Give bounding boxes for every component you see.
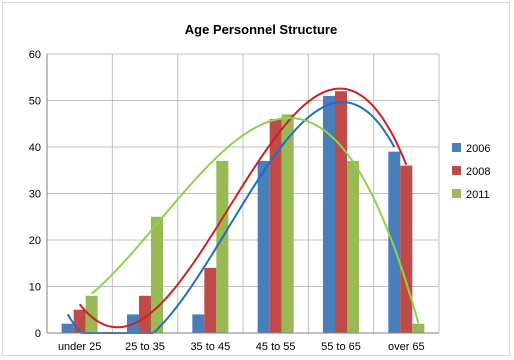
axis-layer: 0 10 20 30 40 50 60 under 25 25 to 35 35 to 45 45 …: [29, 49, 439, 353]
y-tick-label: 0: [35, 328, 41, 340]
x-tick-label: 45 to 55: [256, 341, 296, 353]
bar-2006: [388, 151, 401, 333]
bar-2008: [335, 91, 347, 333]
legend-swatch-2011: [452, 189, 461, 198]
y-tick-label: 20: [29, 235, 41, 247]
x-tick-label: 25 to 35: [125, 341, 165, 353]
legend-swatch-2008: [452, 166, 461, 175]
bar-2006: [192, 314, 205, 333]
bar-2006: [257, 160, 270, 333]
bar-2008: [269, 119, 282, 333]
x-tick-label: under 25: [58, 341, 101, 353]
legend-label-2011: 2011: [466, 189, 490, 201]
bar-2011: [85, 295, 98, 333]
chart-title: Age Personnel Structure: [185, 22, 337, 37]
bar-2008: [400, 165, 413, 333]
bar-2006: [61, 323, 74, 333]
legend-label-2008: 2008: [466, 166, 490, 178]
y-tick-label: 30: [29, 189, 41, 201]
x-tick-label: 35 to 45: [190, 341, 230, 353]
trendline-2008: [78, 87, 408, 329]
bar-2011: [281, 114, 294, 333]
chart-frame: Age Personnel Structure 0 10 20 30 40 50 60 und…: [2, 2, 510, 356]
y-tick-label: 40: [29, 142, 41, 154]
y-tick-label: 60: [29, 49, 41, 61]
bar-2006: [323, 95, 335, 333]
chart-svg: Age Personnel Structure 0 10 20 30 40 50 60 und…: [29, 22, 491, 353]
x-tick-label: over 65: [388, 341, 425, 353]
x-tick-label: 55 to 65: [321, 341, 361, 353]
bar-2011: [216, 160, 229, 333]
bar-2008: [204, 267, 217, 333]
grid-layer: [46, 53, 440, 334]
legend-label-2006: 2006: [466, 143, 490, 155]
bar-2008: [73, 309, 86, 333]
bar-2011: [151, 216, 163, 333]
bar-2011: [412, 323, 425, 333]
legend-layer: 2006 2008 2011: [452, 143, 490, 201]
bar-2011: [347, 160, 359, 333]
legend-swatch-2006: [452, 143, 461, 152]
y-tick-label: 10: [29, 282, 41, 294]
bar-2008: [139, 295, 151, 333]
y-tick-label: 50: [29, 96, 41, 108]
trendline-2011: [91, 117, 420, 324]
bars-layer: [61, 91, 425, 333]
